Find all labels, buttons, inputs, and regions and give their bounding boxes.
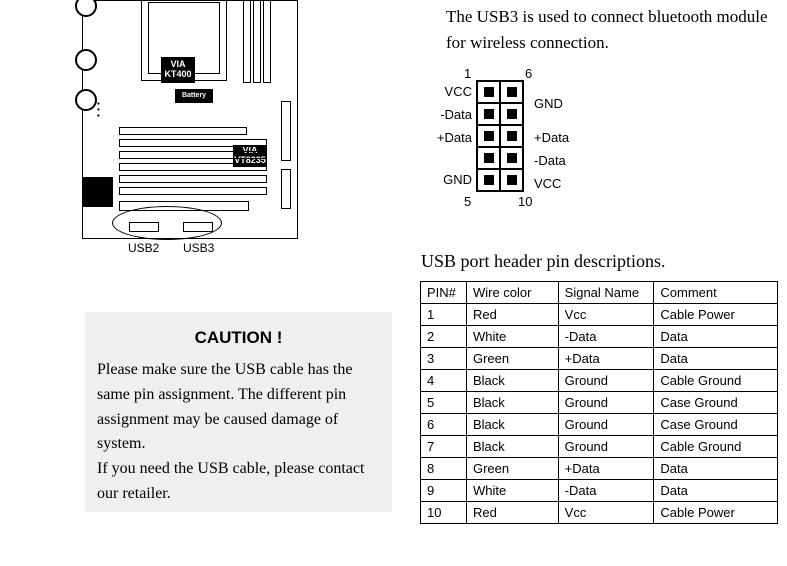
- pin-grid: [476, 80, 524, 192]
- table-header: Signal Name: [558, 282, 654, 304]
- battery-label: Battery: [175, 89, 213, 103]
- table-cell: Black: [466, 436, 558, 458]
- table-row: 6BlackGroundCase Ground: [421, 414, 778, 436]
- table-cell: Ground: [558, 436, 654, 458]
- table-cell: Cable Ground: [654, 436, 778, 458]
- pin-num-1: 1: [464, 66, 471, 81]
- table-header: PIN#: [421, 282, 467, 304]
- usb3-label: USB3: [183, 241, 214, 255]
- pin-label-right: VCC: [534, 176, 561, 191]
- usb-highlight-circle: [112, 206, 222, 240]
- ide-connector: [281, 169, 291, 209]
- table-cell: 9: [421, 480, 467, 502]
- table-cell: 8: [421, 458, 467, 480]
- pin-label-left: -Data: [418, 107, 472, 122]
- pin-num-5: 5: [464, 194, 471, 209]
- table-cell: Cable Ground: [654, 370, 778, 392]
- table-cell: Ground: [558, 414, 654, 436]
- table-caption: USB port header pin descriptions.: [421, 251, 665, 272]
- table-cell: 4: [421, 370, 467, 392]
- pin-label-right: GND: [534, 96, 563, 111]
- table-row: 3Green+DataData: [421, 348, 778, 370]
- motherboard-diagram: VIAKT400 Battery VIAVT8235 ▪▪▪: [82, 0, 298, 239]
- table-cell: -Data: [558, 480, 654, 502]
- table-cell: +Data: [558, 458, 654, 480]
- table-row: 4BlackGroundCable Ground: [421, 370, 778, 392]
- pin-label-right: +Data: [534, 130, 569, 145]
- table-cell: Green: [466, 348, 558, 370]
- table-cell: Case Ground: [654, 414, 778, 436]
- caution-heading: CAUTION !: [97, 328, 380, 348]
- pin-label-left: +Data: [418, 130, 472, 145]
- bios-chip: [83, 177, 113, 207]
- table-cell: Data: [654, 480, 778, 502]
- intro-text: The USB3 is used to connect bluetooth mo…: [446, 4, 776, 57]
- table-cell: 1: [421, 304, 467, 326]
- table-row: 2White-DataData: [421, 326, 778, 348]
- table-row: 8Green+DataData: [421, 458, 778, 480]
- table-header: Comment: [654, 282, 778, 304]
- table-cell: Data: [654, 326, 778, 348]
- pci-slot: [119, 151, 267, 159]
- caution-body: Please make sure the USB cable has the s…: [97, 358, 380, 507]
- pci-slot: [119, 187, 267, 195]
- table-cell: Vcc: [558, 502, 654, 524]
- table-cell: White: [466, 326, 558, 348]
- table-cell: 5: [421, 392, 467, 414]
- table-row: 5BlackGroundCase Ground: [421, 392, 778, 414]
- table-cell: 7: [421, 436, 467, 458]
- pci-slot: [119, 175, 267, 183]
- table-row: 7BlackGroundCable Ground: [421, 436, 778, 458]
- table-cell: Red: [466, 502, 558, 524]
- table-cell: Cable Power: [654, 304, 778, 326]
- northbridge-chip: VIAKT400: [161, 57, 195, 83]
- rear-port-3: [75, 89, 97, 111]
- table-cell: Case Ground: [654, 392, 778, 414]
- pin-num-10: 10: [518, 194, 532, 209]
- table-header-row: PIN# Wire color Signal Name Comment: [421, 282, 778, 304]
- table-cell: +Data: [558, 348, 654, 370]
- dimm-slot: [253, 0, 261, 83]
- table-row: 1RedVccCable Power: [421, 304, 778, 326]
- table-cell: Data: [654, 348, 778, 370]
- ide-connector: [281, 101, 291, 161]
- table-cell: Vcc: [558, 304, 654, 326]
- table-cell: Ground: [558, 392, 654, 414]
- caution-box: CAUTION ! Please make sure the USB cable…: [85, 312, 392, 512]
- pin-num-6: 6: [525, 66, 532, 81]
- pin-label-left: VCC: [418, 84, 472, 99]
- dimm-slot: [263, 0, 271, 83]
- usb2-label: USB2: [128, 241, 159, 255]
- rear-port-2: [75, 49, 97, 71]
- pin-header-diagram: 1 6 5 10 VCC -Data +Data GND GND +Data -…: [418, 66, 638, 206]
- table-cell: 2: [421, 326, 467, 348]
- table-cell: White: [466, 480, 558, 502]
- agp-slot: [119, 127, 247, 135]
- table-row: 10RedVccCable Power: [421, 502, 778, 524]
- table-cell: Black: [466, 414, 558, 436]
- pin-label-left: GND: [418, 172, 472, 187]
- table-cell: Black: [466, 392, 558, 414]
- table-cell: Ground: [558, 370, 654, 392]
- table-row: 9White-DataData: [421, 480, 778, 502]
- table-cell: Cable Power: [654, 502, 778, 524]
- decorative-dots: ▪▪▪: [97, 101, 100, 119]
- pin-label-right: -Data: [534, 153, 566, 168]
- pci-slot: [119, 139, 267, 147]
- table-cell: -Data: [558, 326, 654, 348]
- table-header: Wire color: [466, 282, 558, 304]
- table-cell: Black: [466, 370, 558, 392]
- rear-port-1: [75, 0, 97, 17]
- table-cell: Red: [466, 304, 558, 326]
- pin-description-table: PIN# Wire color Signal Name Comment 1Red…: [420, 281, 778, 524]
- table-cell: Green: [466, 458, 558, 480]
- table-cell: 3: [421, 348, 467, 370]
- table-cell: 6: [421, 414, 467, 436]
- table-cell: Data: [654, 458, 778, 480]
- pci-slot: [119, 163, 267, 171]
- table-cell: 10: [421, 502, 467, 524]
- dimm-slot: [243, 0, 251, 83]
